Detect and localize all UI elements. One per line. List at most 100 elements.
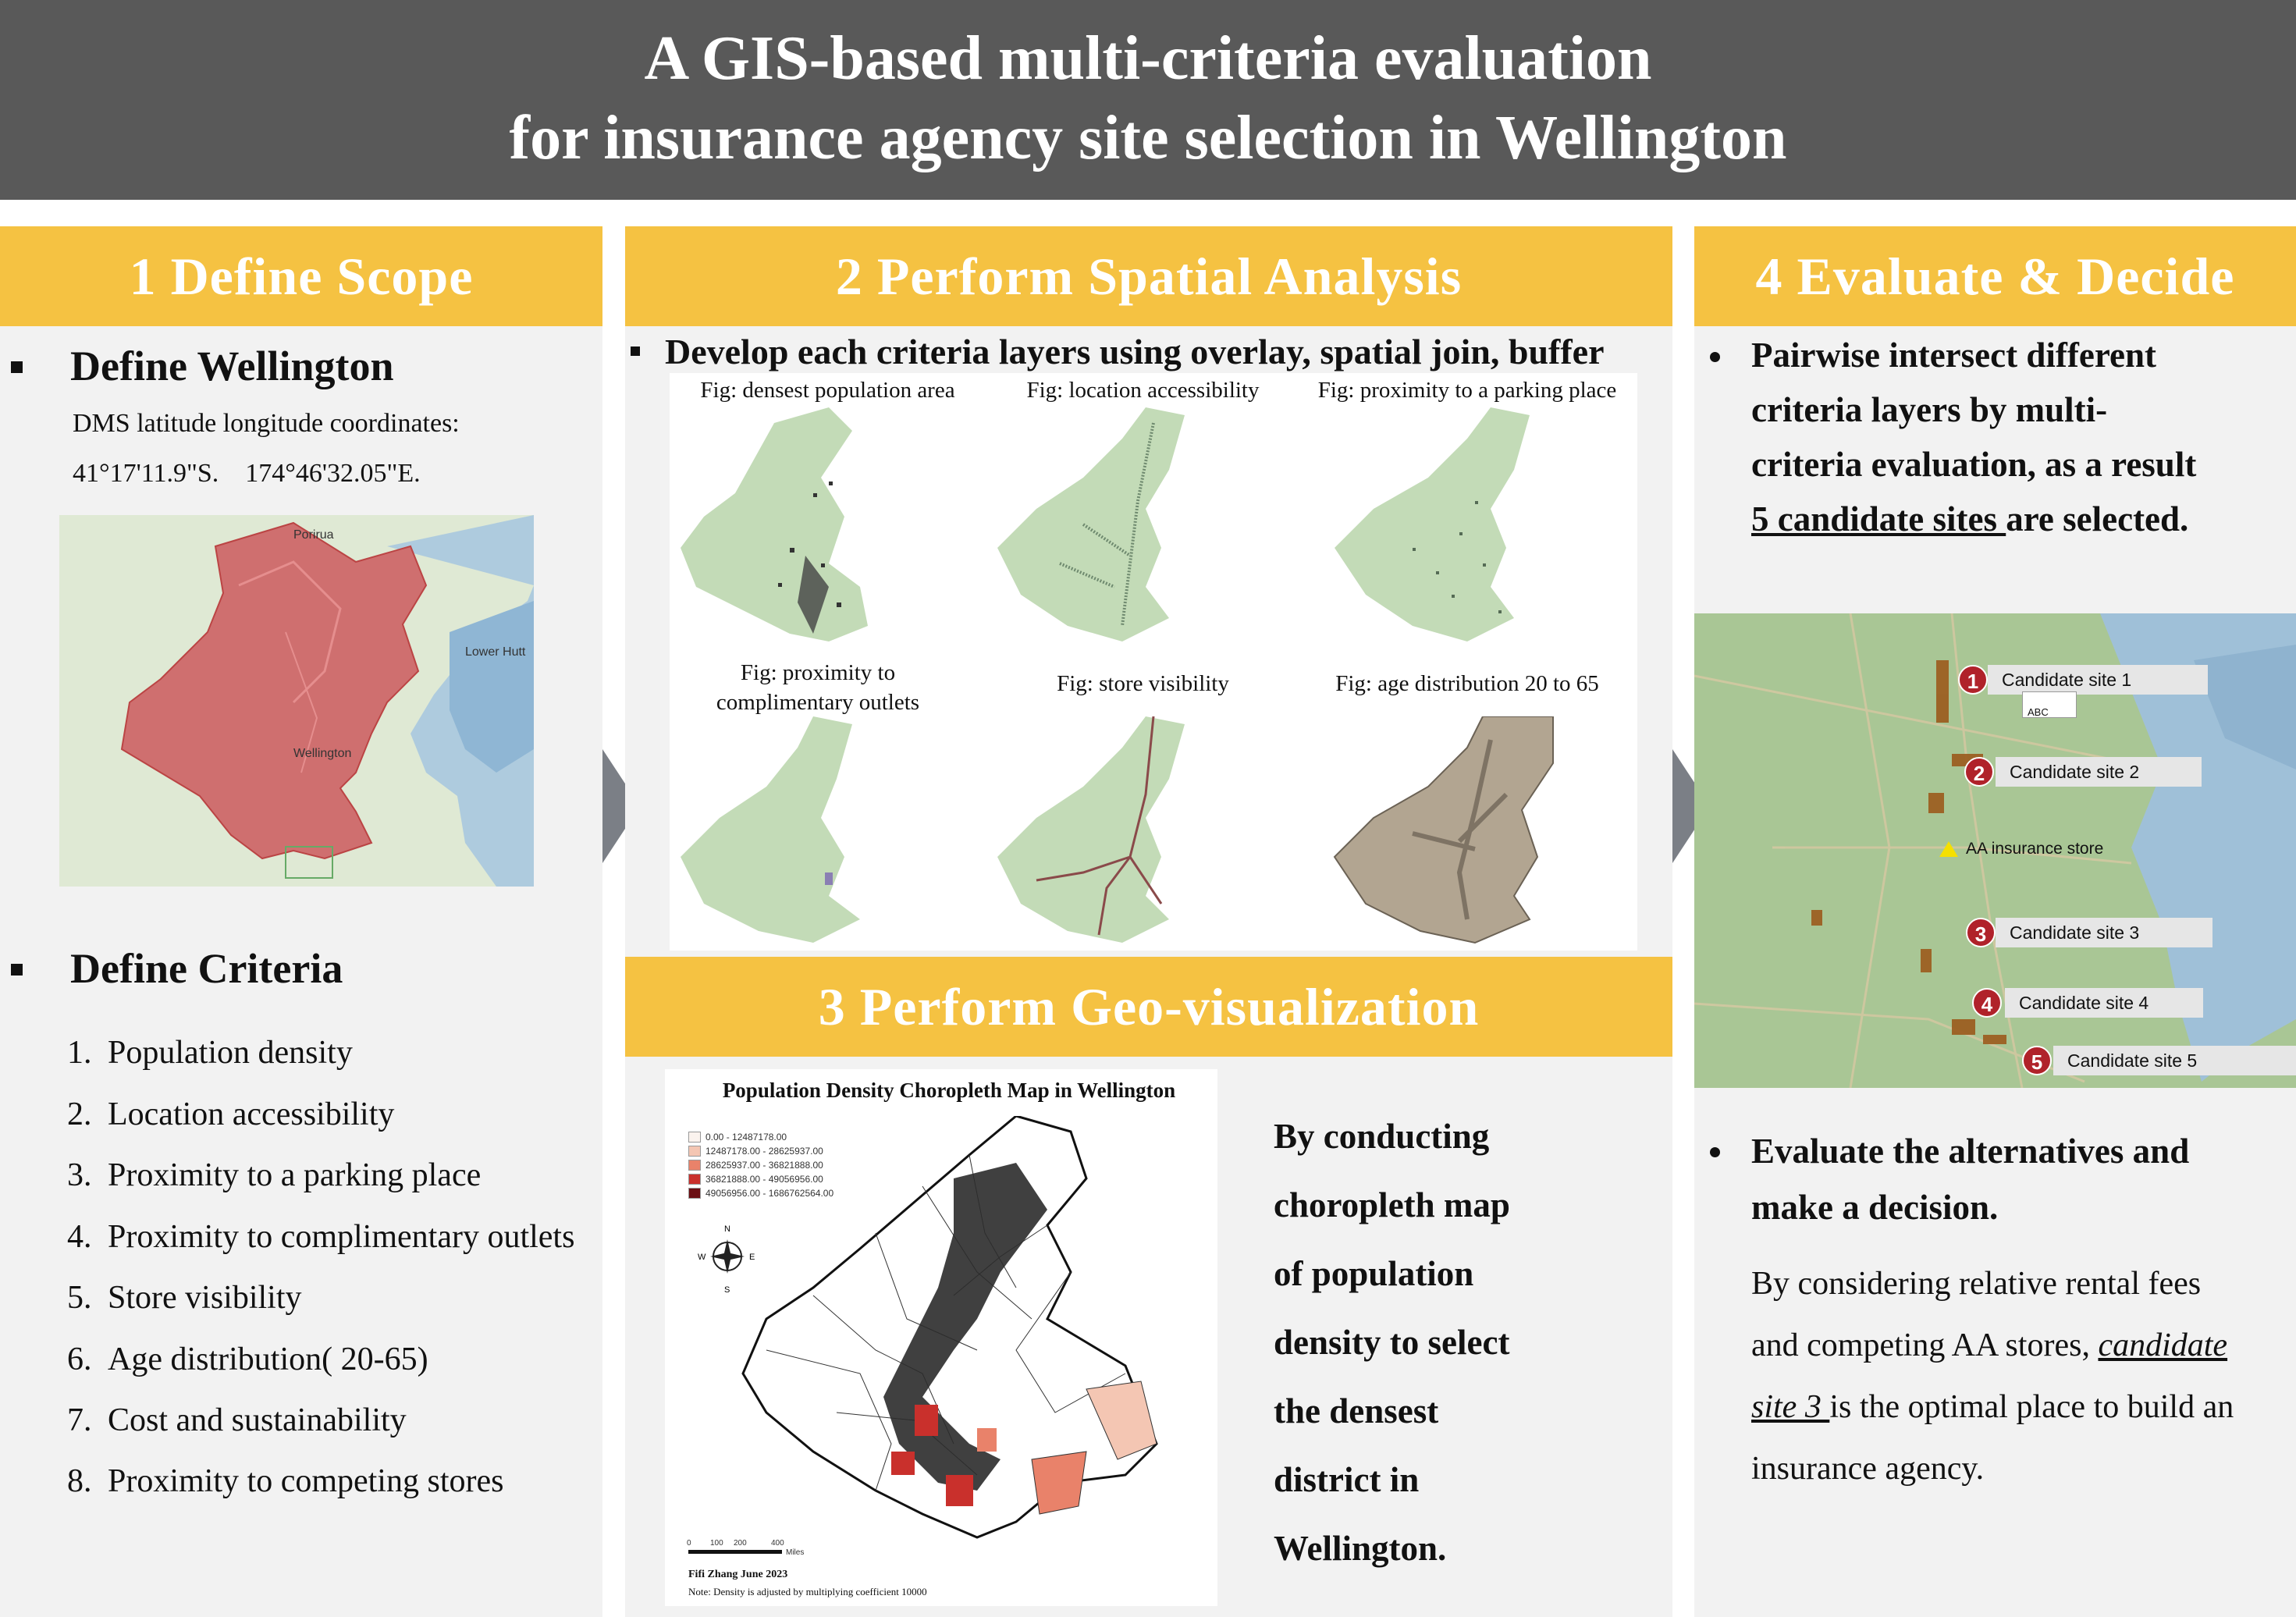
poster-title-line1: A GIS-based multi-criteria evaluation [644,24,1652,93]
bullet-square [11,964,23,976]
criteria-item: 8. Proximity to competing stores [67,1463,504,1499]
define-criteria-heading: Define Criteria [70,945,343,992]
figure-caption: Fig: densest population area [700,378,955,403]
candidate-label-1[interactable]: Candidate site 1 [1988,665,2208,695]
step2-bullet: Develop each criteria layers using overl… [665,332,1605,371]
criteria-item: 7. Cost and sustainability [67,1402,407,1438]
geo-text-line: By conducting [1274,1117,1490,1156]
legend-label: 0.00 - 12487178.00 [706,1132,787,1143]
step4-bullet1-line: Pairwise intersect different [1751,336,2156,375]
criteria-item: 5. Store visibility [67,1280,302,1316]
compass-s: S [724,1285,730,1295]
step4-bullet2-line: Evaluate the alternatives and [1751,1132,2190,1171]
candidate-label-2[interactable]: Candidate site 2 [1996,757,2202,787]
candidate-marker-2[interactable]: 2 [1964,757,1994,787]
decision-paragraph: By considering relative rental fees and … [1751,1266,2234,1487]
flow-arrow-icon [1672,749,1710,863]
flow-arrow-icon [602,749,640,863]
map-label-wellington: Wellington [293,747,351,760]
candidate-label-4[interactable]: Candidate site 4 [2005,988,2203,1018]
title-bar: A GIS-based multi-criteria evaluation fo… [0,0,2296,200]
choropleth-polygons [741,1116,1158,1539]
figure-caption: Fig: proximity to complimentary outlets [716,660,920,715]
geo-text-line: choropleth map [1274,1185,1510,1224]
map-store-visibility [997,716,1185,943]
choropleth-map: Population Density Choropleth Map in Wel… [665,1069,1217,1606]
compass-w: W [698,1253,706,1262]
panel-define-scope [0,226,602,1617]
bullet-dot [1710,1147,1720,1157]
step4-bullet1-line: criteria evaluation, as a result [1751,445,2197,484]
map-label-porirua: Porirua [293,528,334,542]
scale-tick: 100 [710,1539,723,1548]
step4-bullet1-line: criteria layers by multi- [1751,390,2108,429]
scale-tick: 0 [687,1539,691,1548]
geo-text-line: of population [1274,1254,1474,1293]
candidate-label-5[interactable]: Candidate site 5 [2053,1046,2296,1075]
step4-bullet2-line: make a decision. [1751,1188,1999,1227]
map-author: Fifi Zhang June 2023 [688,1569,788,1580]
legend-swatch [688,1146,701,1157]
legend-label: 49056956.00 - 1686762564.00 [706,1188,834,1199]
map-label-lower-hutt: Lower Hutt [465,645,526,659]
criteria-item: 4. Proximity to complimentary outlets [67,1219,575,1255]
map-age-distribution [1333,716,1554,944]
map-parking-proximity [1335,407,1530,641]
figure-caption: Fig: store visibility [1057,671,1229,696]
scale-unit: Miles [786,1548,805,1557]
compass-rose-icon: N S W E [698,1224,755,1295]
coords-value: 41°17'11.9"S. 174°46'32.05"E. [73,459,421,488]
aa-store-label: AA insurance store [1966,840,2104,858]
candidate-site-3-link: site 3 [1751,1389,1830,1425]
candidate-count: 5 candidate sites [1751,499,2006,538]
candidate-marker-3[interactable]: 3 [1966,918,1996,947]
legend-swatch [688,1160,701,1171]
map-note: Note: Density is adjusted by multiplying… [688,1586,927,1597]
choropleth-title: Population Density Choropleth Map in Wel… [722,1079,1176,1102]
candidate-marker-1[interactable]: 1 [1958,665,1988,695]
legend-swatch [688,1174,701,1185]
geo-text-line: density to select [1274,1323,1510,1362]
step1-header: 1 Define Scope [0,226,602,326]
bullet-dot [1710,352,1720,362]
step3-header: 3 Perform Geo-visualization [625,957,1672,1057]
scale-tick: 400 [771,1539,784,1548]
figure-caption: Fig: location accessibility [1026,378,1260,403]
scale-tick: 200 [734,1539,747,1548]
candidate-site-3-link: candidate [2098,1327,2228,1363]
candidate-marker-4[interactable]: 4 [1972,988,2002,1018]
legend-label: 12487178.00 - 28625937.00 [706,1146,823,1157]
step2-header: 2 Perform Spatial Analysis [625,226,1672,326]
wellington-region-map: Porirua Lower Hutt Wellington [59,515,534,887]
map-abc-label: ABC [2022,691,2077,718]
legend-label: 28625937.00 - 36821888.00 [706,1160,823,1171]
poster-title-line2: for insurance agency site selection in W… [509,104,1787,172]
criteria-item: 1. Population density [67,1035,353,1071]
step4-header: 4 Evaluate & Decide [1694,226,2296,326]
figure-caption: Fig: proximity to a parking place [1317,378,1617,403]
compass-n: N [724,1224,730,1234]
legend-swatch [688,1188,701,1199]
criteria-item: 2. Location accessibility [67,1096,395,1132]
geo-text-line: the densest [1274,1391,1439,1430]
geo-text-line: district in [1274,1460,1420,1499]
candidate-sites-map: 1 Candidate site 1 ABC 2 Candidate site … [1694,613,2296,1088]
compass-e: E [749,1253,755,1262]
criteria-item: 3. Proximity to a parking place [67,1157,482,1193]
bullet-square [11,361,23,373]
figure-caption: Fig: age distribution 20 to 65 [1335,671,1599,696]
coords-label: DMS latitude longitude coordinates: [73,409,460,438]
candidate-label-3[interactable]: Candidate site 3 [1996,918,2212,947]
define-wellington-heading: Define Wellington [70,343,394,389]
candidate-marker-5[interactable]: 5 [2022,1046,2052,1075]
bullet-square [631,346,640,356]
legend-swatch [688,1132,701,1143]
map-location-accessibility [997,407,1185,641]
criteria-item: 6. Age distribution( 20-65) [67,1342,428,1377]
map-densest-population [681,407,868,641]
step4-bullet1-line: 5 candidate sites are selected. [1751,499,2189,538]
map-complimentary-outlets [681,716,860,943]
scale-bar [688,1550,782,1554]
geo-text-line: Wellington. [1274,1529,1447,1568]
legend-label: 36821888.00 - 49056956.00 [706,1174,823,1185]
